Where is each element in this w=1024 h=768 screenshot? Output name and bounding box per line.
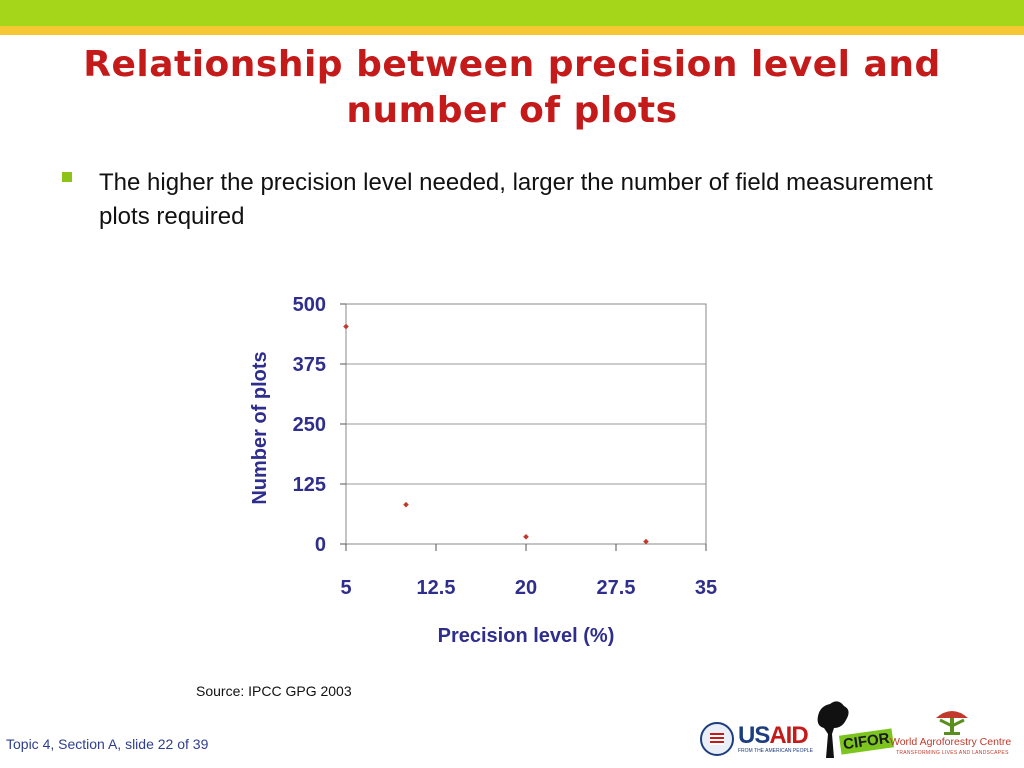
slide-title: Relationship between precision level and…	[83, 44, 941, 131]
point-layer	[343, 323, 649, 545]
y-tick-label: 250	[293, 414, 326, 436]
y-tick-label: 0	[315, 534, 326, 556]
icraf-tagline: TRANSFORMING LIVES AND LANDSCAPES	[896, 750, 1009, 756]
y-tick-label: 500	[293, 294, 326, 316]
x-tick-label: 35	[695, 577, 717, 599]
y-tick-label: 375	[293, 354, 326, 376]
cifor-logo: CIFOR	[814, 698, 894, 760]
y-axis-title: Number of plots	[249, 351, 271, 504]
usaid-logo: USAID FROM THE AMERICAN PEOPLE	[700, 718, 813, 758]
y-tick-label: 125	[293, 474, 326, 496]
usaid-wordmark: USAID	[738, 722, 809, 749]
source-note: Source: IPCC GPG 2003	[196, 683, 352, 699]
x-tick-label: 12.5	[417, 577, 456, 599]
bullet-icon	[62, 172, 72, 182]
x-tick-label: 20	[515, 577, 537, 599]
data-point	[403, 501, 409, 508]
top-bar-green	[0, 0, 1024, 26]
tree-icon	[817, 701, 849, 758]
usaid-tagline: FROM THE AMERICAN PEOPLE	[738, 748, 813, 754]
bullet-text: The higher the precision level needed, l…	[99, 169, 933, 230]
icraf-tree-icon	[936, 711, 968, 735]
scatter-chart: 0 125 250 375 500 5 12.5 20 27.5 35 Precision lev…	[249, 294, 718, 647]
tick-label-layer: 0 125 250 375 500 5 12.5 20 27.5 35	[293, 294, 718, 599]
grid-layer	[346, 303, 706, 545]
icraf-name: World Agroforestry Centre	[890, 736, 1012, 748]
data-point	[523, 534, 529, 540]
top-bar-yellow	[0, 26, 1024, 35]
x-axis-title: Precision level (%)	[438, 625, 615, 647]
slide-footer: Topic 4, Section A, slide 22 of 39	[6, 736, 209, 752]
x-tick-label: 5	[340, 577, 351, 599]
usaid-seal-icon	[700, 722, 734, 756]
icraf-logo: World Agroforestry Centre TRANSFORMING L…	[886, 706, 1022, 760]
data-point	[343, 323, 349, 330]
chart: 0 125 250 375 500 5 12.5 20 27.5 35 Precision lev…	[230, 280, 750, 665]
tick-layer	[340, 303, 707, 551]
x-tick-label: 27.5	[597, 577, 636, 599]
